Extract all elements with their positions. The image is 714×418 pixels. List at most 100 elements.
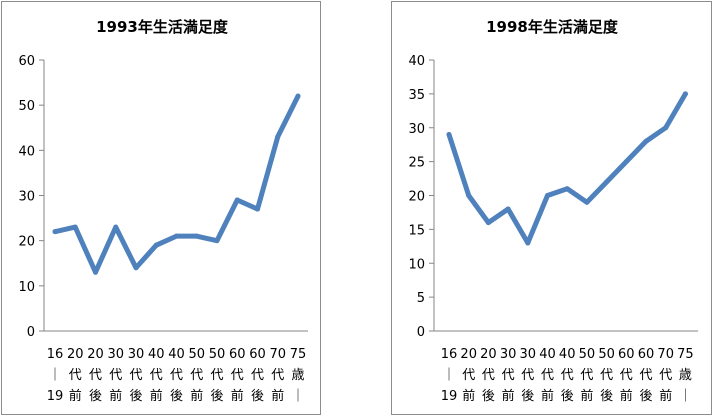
x-tick-label: 50: [209, 347, 226, 362]
x-tick-label: 後: [210, 389, 223, 404]
data-point: [643, 138, 649, 144]
x-tick-label: 70: [657, 347, 674, 362]
x-tick-label: 前: [620, 388, 633, 404]
x-tick-label: 代: [170, 368, 183, 383]
x-tick-label: 後: [89, 389, 102, 404]
data-point: [584, 199, 590, 205]
data-point: [255, 206, 260, 212]
x-tick-label: 代: [580, 368, 593, 383]
x-tick-label: 代: [129, 368, 142, 383]
x-tick-label: 40: [168, 347, 185, 362]
x-tick-label: 前: [462, 388, 475, 404]
x-tick-label: 前: [69, 388, 82, 404]
x-tick-label: 40: [539, 347, 556, 362]
y-tick-label: 10: [408, 257, 425, 272]
data-point: [133, 265, 139, 271]
y-tick-label: 40: [18, 144, 35, 159]
x-tick-label: 70: [269, 347, 286, 362]
y-tick-label: 0: [27, 325, 35, 340]
x-tick-label: 後: [561, 389, 574, 404]
x-tick-label: 代: [620, 368, 633, 383]
x-tick-label: 代: [69, 368, 82, 383]
data-point: [113, 224, 119, 230]
x-tick-label: 60: [229, 347, 246, 362]
x-tick-label: 代: [89, 368, 102, 383]
data-point: [446, 132, 452, 138]
x-tick-label: 20: [67, 347, 84, 362]
x-tick-label: 30: [500, 347, 517, 362]
x-tick-label: 代: [659, 368, 672, 383]
x-tick-label: 前: [541, 388, 554, 404]
series-line: [52, 93, 301, 275]
x-tick-label: 後: [639, 389, 652, 404]
x-tick-label: 60: [249, 347, 266, 362]
y-tick-label: 50: [18, 99, 35, 114]
data-point: [485, 220, 491, 226]
data-point: [275, 134, 281, 140]
x-tick-label: ｜: [679, 389, 692, 404]
data-point: [194, 233, 200, 239]
x-tick-label: 20: [460, 347, 477, 362]
x-tick-label: 30: [128, 347, 145, 362]
chart-title: 1998年生活満足度: [486, 18, 619, 36]
x-tick-label: 後: [170, 389, 183, 404]
data-point: [525, 240, 531, 246]
x-tick-label: 代: [271, 368, 284, 383]
y-tick-label: 35: [408, 88, 425, 103]
x-tick-label: 16: [47, 347, 64, 362]
y-tick-label: 30: [18, 190, 35, 205]
x-tick-label: 前: [150, 388, 163, 404]
x-tick-label: 後: [129, 389, 142, 404]
x-tick-label: 60: [638, 347, 655, 362]
data-point: [234, 197, 240, 203]
x-tick-label: 後: [482, 389, 495, 404]
x-tick-label: 代: [541, 368, 554, 383]
x-tick-label: 代: [639, 368, 652, 383]
data-point: [295, 93, 301, 99]
y-tick-label: 10: [18, 280, 35, 295]
series-line: [446, 91, 688, 246]
data-point: [604, 179, 610, 185]
x-tick-label: 40: [148, 347, 165, 362]
data-point: [214, 238, 220, 244]
data-point: [72, 224, 78, 230]
x-tick-label: 後: [521, 389, 534, 404]
x-tick-label: 代: [190, 368, 203, 383]
x-tick-label: 代: [482, 368, 495, 383]
x-tick-label: 50: [579, 347, 596, 362]
chart-title: 1993年生活満足度: [96, 18, 229, 36]
y-tick-label: 25: [408, 156, 425, 171]
x-tick-label: 19: [47, 389, 64, 404]
x-tick-label: 代: [150, 368, 163, 383]
x-tick-label: 前: [502, 388, 515, 404]
x-tick-label: 歳: [679, 368, 692, 383]
x-tick-label: 代: [109, 368, 122, 383]
y-tick-label: 20: [18, 235, 35, 250]
x-tick-label: 75: [677, 347, 694, 362]
x-tick-label: 19: [441, 389, 458, 404]
data-point: [623, 159, 629, 165]
y-tick-label: 15: [408, 223, 425, 238]
x-tick-label: 30: [520, 347, 537, 362]
x-tick-label: 代: [462, 368, 475, 383]
data-point: [564, 186, 570, 192]
chart-panel-1998: 1998年生活満足度 0 5 10 15 20 25 30 35 40 16 ｜ 19 20 代前 20 代後…: [391, 1, 712, 415]
y-tick-label: 60: [18, 54, 35, 69]
data-point: [153, 242, 159, 248]
x-tick-label: 後: [600, 389, 613, 404]
x-tick-label: 16: [441, 347, 458, 362]
x-tick-label: 代: [521, 368, 534, 383]
y-tick-label: 5: [417, 291, 425, 306]
x-tick-label: 代: [502, 368, 515, 383]
x-tick-label: 前: [659, 388, 672, 404]
chart-1998-svg: 1998年生活満足度 0 5 10 15 20 25 30 35 40 16 ｜ 19 20 代前 20 代後…: [408, 18, 698, 404]
x-tick-label: ｜: [291, 389, 304, 404]
chart-1993-svg: 1993年生活満足度 010203040506016｜1920代前20代後30代…: [18, 18, 308, 404]
y-tick-label: 30: [408, 122, 425, 137]
x-tick-label: 後: [251, 389, 264, 404]
x-tick-label: 歳: [291, 368, 304, 383]
chart-panel-1993: 1993年生活満足度 0 10 20 30 40 50 60 16 ｜ 19 20 代前 20 代後 30 代…: [1, 1, 321, 415]
data-point: [682, 91, 688, 97]
y-tick-label: 20: [408, 190, 425, 205]
x-tick-label: 50: [598, 347, 615, 362]
